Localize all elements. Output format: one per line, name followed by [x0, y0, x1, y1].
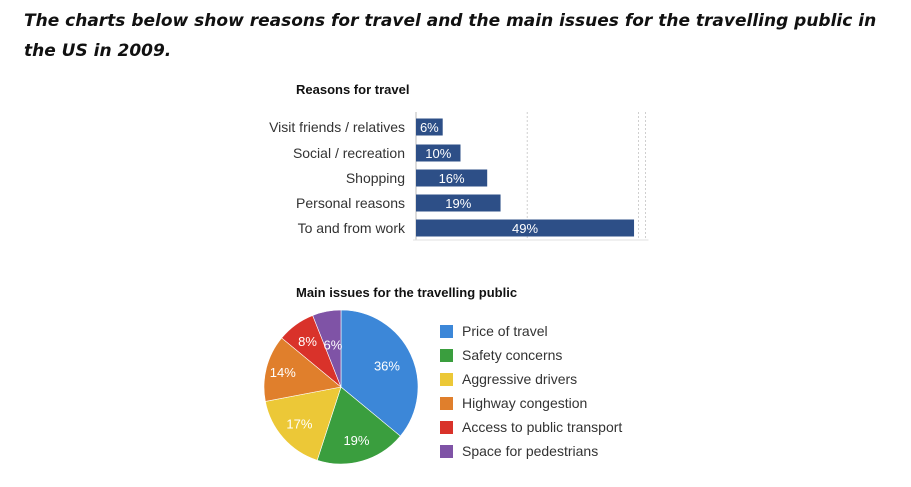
slice-label: 17%: [286, 417, 312, 432]
data-label: 19%: [445, 196, 471, 211]
legend-swatch: [440, 444, 453, 458]
slice-label: 8%: [298, 334, 317, 349]
category-label: Visit friends / relatives: [269, 119, 405, 135]
legend-item: Access to public transport: [440, 415, 622, 439]
legend-label: Space for pedestrians: [462, 443, 599, 459]
legend-label: Aggressive drivers: [462, 371, 578, 387]
legend-swatch: [440, 348, 453, 362]
legend-item: Highway congestion: [440, 391, 622, 415]
pie-slice: [263, 337, 342, 402]
bar: [416, 169, 488, 187]
data-label: 10%: [425, 146, 451, 161]
slice-label: 6%: [324, 338, 343, 353]
pie-slice: [340, 309, 419, 437]
legend-label: Access to public transport: [462, 419, 623, 435]
legend-item: Aggressive drivers: [440, 367, 622, 391]
slice-label: 19%: [343, 433, 369, 448]
legend-item: Safety concerns: [440, 343, 622, 367]
category-label: Shopping: [346, 170, 405, 186]
legend-item: Price of travel: [440, 319, 622, 343]
legend-swatch: [440, 372, 453, 386]
legend-label: Price of travel: [462, 323, 548, 339]
legend-item: Space for pedestrians: [440, 439, 622, 463]
bar: [416, 144, 461, 162]
data-label: 6%: [420, 120, 439, 135]
category-label: To and from work: [298, 220, 406, 236]
data-label: 49%: [512, 221, 538, 236]
legend-label: Safety concerns: [462, 347, 563, 363]
bar: [416, 219, 635, 237]
legend-swatch: [440, 324, 453, 338]
pie-slice: [312, 309, 342, 388]
pie-slice: [316, 386, 401, 465]
pie-legend: Price of travel Safety concerns Aggressive…: [440, 319, 622, 463]
bar: [416, 194, 501, 212]
slice-label: 36%: [374, 358, 400, 373]
page-title: The charts below show reasons for travel…: [24, 11, 877, 61]
category-label: Personal reasons: [296, 195, 405, 211]
bar: [416, 118, 443, 136]
slice-label: 14%: [270, 365, 296, 380]
legend-swatch: [440, 420, 453, 434]
pie-slice: [265, 386, 342, 461]
data-label: 16%: [439, 171, 465, 186]
legend-swatch: [440, 396, 453, 410]
pie-chart-title: Main issues for the travelling public: [296, 285, 518, 300]
legend-label: Highway congestion: [462, 395, 588, 411]
bar-chart-title: Reasons for travel: [296, 82, 410, 97]
category-label: Social / recreation: [293, 145, 405, 161]
